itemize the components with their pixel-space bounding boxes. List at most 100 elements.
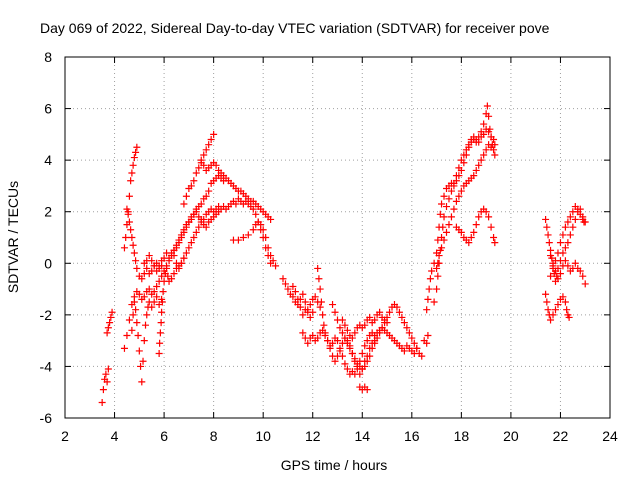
- data-point: [215, 203, 223, 211]
- data-point: [311, 293, 319, 301]
- data-point: [341, 321, 349, 329]
- data-point: [129, 311, 137, 319]
- data-point: [143, 264, 151, 272]
- x-tick-label: 10: [255, 428, 271, 444]
- x-tick-label: 18: [454, 428, 470, 444]
- data-point: [138, 378, 146, 386]
- data-point: [130, 154, 138, 162]
- data-point: [343, 326, 351, 334]
- data-point: [366, 313, 374, 321]
- plot-frame: [64, 56, 611, 419]
- data-point: [334, 337, 341, 345]
- data-point: [249, 205, 257, 213]
- x-tick-label: 12: [305, 428, 321, 444]
- data-point: [348, 334, 356, 342]
- data-point: [408, 334, 416, 342]
- data-point: [180, 200, 188, 208]
- data-point: [424, 331, 432, 339]
- data-point: [289, 293, 297, 301]
- data-point: [98, 399, 106, 407]
- data-point: [566, 231, 574, 239]
- data-point: [133, 319, 141, 327]
- data-point: [554, 275, 562, 283]
- y-tick-labels: -6 -4 -2 0 2 4 6 8: [40, 49, 53, 426]
- data-point: [366, 352, 374, 360]
- data-point: [547, 316, 555, 324]
- data-point: [395, 308, 403, 316]
- data-point: [309, 331, 317, 339]
- data-point: [544, 231, 552, 239]
- data-point: [150, 298, 158, 306]
- data-point: [457, 187, 465, 195]
- data-point: [299, 311, 307, 319]
- data-point: [398, 313, 406, 321]
- data-point: [138, 275, 146, 283]
- data-point: [180, 226, 188, 234]
- data-point: [140, 293, 148, 301]
- x-tick-labels: 2 4 6 8 10 12 14 16 18 20 22 24: [61, 428, 618, 444]
- data-point: [490, 234, 498, 241]
- x-tick-label: 24: [602, 428, 618, 444]
- data-point: [127, 226, 135, 234]
- data-point: [296, 303, 304, 311]
- data-point: [104, 365, 112, 373]
- data-point: [490, 136, 498, 144]
- data-point: [103, 378, 111, 386]
- series-arc-11: [180, 159, 275, 223]
- data-point: [552, 267, 559, 275]
- data-point: [190, 234, 198, 241]
- data-point: [475, 138, 483, 146]
- series-arc-21: [420, 331, 432, 347]
- data-point: [331, 357, 339, 365]
- data-point: [170, 252, 178, 260]
- data-point: [153, 282, 161, 290]
- data-point: [378, 324, 386, 332]
- data-point: [475, 161, 483, 169]
- data-point: [272, 262, 280, 270]
- data-point: [123, 205, 131, 213]
- series-arc-18: [329, 301, 426, 373]
- data-point: [563, 306, 571, 314]
- data-point: [205, 141, 213, 149]
- data-point: [436, 210, 444, 218]
- data-point: [120, 344, 128, 352]
- series-arc-7: [140, 249, 171, 275]
- data-point: [435, 252, 443, 260]
- data-point: [544, 306, 552, 314]
- data-point: [125, 316, 133, 324]
- data-point: [135, 290, 143, 298]
- data-point: [129, 241, 137, 249]
- data-point: [192, 169, 200, 177]
- data-point: [343, 339, 351, 347]
- x-tick-label: 14: [354, 428, 370, 444]
- data-point: [566, 213, 574, 221]
- data-point: [574, 205, 582, 213]
- data-point: [192, 228, 200, 236]
- data-point: [175, 264, 183, 272]
- data-point: [361, 362, 369, 370]
- data-point: [304, 339, 312, 347]
- series-arc-28: [547, 203, 589, 280]
- data-point: [212, 161, 220, 169]
- data-point: [373, 334, 381, 342]
- data-point: [439, 223, 447, 231]
- data-point: [450, 179, 458, 187]
- data-point: [153, 267, 161, 275]
- x-tick-label: 20: [503, 428, 519, 444]
- series-arc-29: [547, 252, 589, 288]
- data-point: [363, 386, 371, 394]
- data-point: [175, 236, 183, 244]
- data-point: [383, 319, 391, 327]
- data-point: [440, 213, 448, 221]
- data-point: [564, 262, 572, 270]
- data-point: [405, 329, 413, 337]
- data-point: [132, 257, 140, 265]
- data-point: [565, 313, 573, 321]
- data-point: [434, 272, 442, 280]
- data-point: [341, 334, 349, 342]
- data-point: [257, 221, 265, 229]
- data-point: [128, 234, 136, 241]
- data-point: [348, 350, 356, 358]
- data-point: [200, 151, 208, 159]
